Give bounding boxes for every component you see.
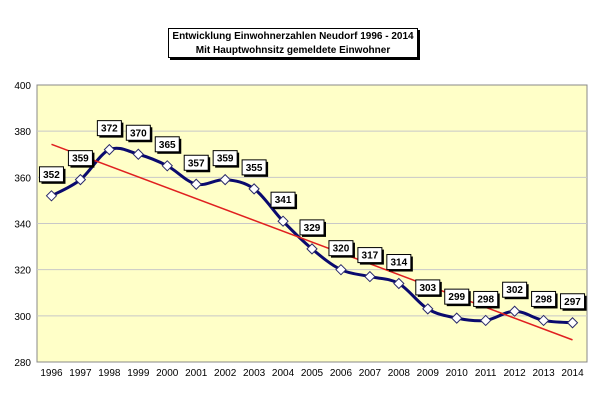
x-tick-label: 1997	[69, 368, 92, 379]
x-tick-label: 2009	[417, 368, 440, 379]
x-tick-label: 2012	[504, 368, 527, 379]
data-point	[537, 314, 550, 327]
data-label: 352	[43, 170, 60, 181]
data-label: 297	[564, 297, 581, 308]
data-label-box	[502, 281, 528, 298]
y-axis-ticks: 280 300 320 340 360 380 400	[14, 81, 31, 369]
x-tick-label: 2008	[388, 368, 411, 379]
data-label-box	[299, 219, 325, 236]
data-label-box	[415, 279, 441, 296]
x-tick-label: 2010	[446, 368, 469, 379]
data-label: 359	[217, 154, 234, 165]
y-tick-label: 340	[14, 220, 31, 231]
data-point	[190, 178, 202, 190]
x-axis-ticks: 1996 1997 1998 1999 2000 2001 2002 2003 2004 2005…	[40, 368, 584, 379]
x-tick-label: 2007	[359, 368, 382, 379]
x-tick-label: 1999	[127, 368, 150, 379]
data-point	[74, 173, 87, 186]
data-label-box	[386, 254, 412, 271]
x-tick-label: 2003	[243, 368, 266, 379]
chart-title: Entwicklung Einwohnerzahlen Neudorf 1996…	[172, 31, 414, 42]
data-label: 298	[535, 294, 552, 305]
data-labels: 352 359 372 370 365 357 359 355 341 329 320 317 314 3…	[38, 120, 587, 311]
data-point	[393, 277, 405, 290]
data-label: 355	[246, 163, 263, 174]
data-point	[248, 183, 260, 195]
data-point	[306, 243, 318, 255]
data-label-box	[183, 154, 209, 171]
x-tick-label: 2002	[214, 368, 237, 379]
data-label-box	[154, 136, 180, 153]
x-tick-label: 1998	[98, 368, 121, 379]
data-label: 372	[101, 124, 118, 135]
data-label-box	[444, 288, 470, 305]
data-label: 317	[362, 251, 379, 262]
data-point	[566, 317, 579, 329]
x-tick-label: 2000	[156, 368, 179, 379]
x-tick-label: 2004	[272, 368, 295, 379]
data-label: 320	[333, 244, 350, 255]
y-tick-label: 380	[14, 127, 31, 138]
x-tick-label: 2001	[185, 368, 208, 379]
data-point	[479, 314, 492, 327]
data-label-box	[560, 293, 586, 310]
data-point	[219, 173, 231, 186]
data-label-box	[328, 240, 354, 257]
y-tick-label: 400	[14, 81, 31, 92]
data-label: 314	[390, 258, 407, 269]
x-tick-label: 2013	[532, 368, 555, 379]
data-point	[103, 143, 116, 156]
data-label-box	[96, 120, 122, 137]
data-markers	[45, 143, 579, 329]
data-label-box	[531, 290, 557, 307]
y-tick-label: 320	[14, 266, 31, 277]
x-tick-label: 2011	[475, 368, 497, 379]
data-label: 365	[159, 140, 176, 151]
data-point	[335, 263, 347, 276]
data-point	[161, 160, 173, 172]
data-point	[277, 215, 289, 227]
data-label: 359	[72, 154, 89, 165]
y-tick-label: 360	[14, 173, 31, 184]
data-point	[364, 270, 376, 283]
data-point	[451, 312, 463, 324]
chart-title-box: Entwicklung Einwohnerzahlen Neudorf 1996…	[168, 28, 418, 58]
data-point	[508, 305, 521, 317]
data-label: 357	[188, 158, 205, 169]
y-tick-label: 280	[14, 358, 31, 369]
data-label-box	[38, 166, 64, 183]
data-label-box	[125, 124, 151, 141]
data-label: 302	[506, 285, 523, 296]
data-label-box	[270, 191, 296, 208]
data-label: 329	[304, 223, 321, 234]
x-tick-label: 2005	[301, 368, 324, 379]
data-label: 298	[477, 294, 494, 305]
data-point	[45, 190, 58, 202]
data-label: 299	[448, 292, 465, 303]
data-point	[132, 148, 145, 160]
x-tick-label: 2014	[561, 368, 584, 379]
data-label-box	[357, 247, 383, 264]
data-label-box	[473, 290, 499, 307]
data-label: 370	[130, 128, 147, 139]
data-label: 341	[275, 195, 292, 206]
x-tick-label: 1996	[40, 368, 63, 379]
x-tick-label: 2006	[330, 368, 353, 379]
data-label-box	[241, 159, 267, 176]
data-label: 303	[419, 283, 436, 294]
data-point	[422, 303, 434, 315]
y-tick-label: 300	[14, 312, 31, 323]
chart-subtitle: Mit Hauptwohnsitz gemeldete Einwohner	[195, 45, 391, 56]
data-label-box	[67, 150, 93, 167]
data-label-box	[212, 150, 238, 167]
